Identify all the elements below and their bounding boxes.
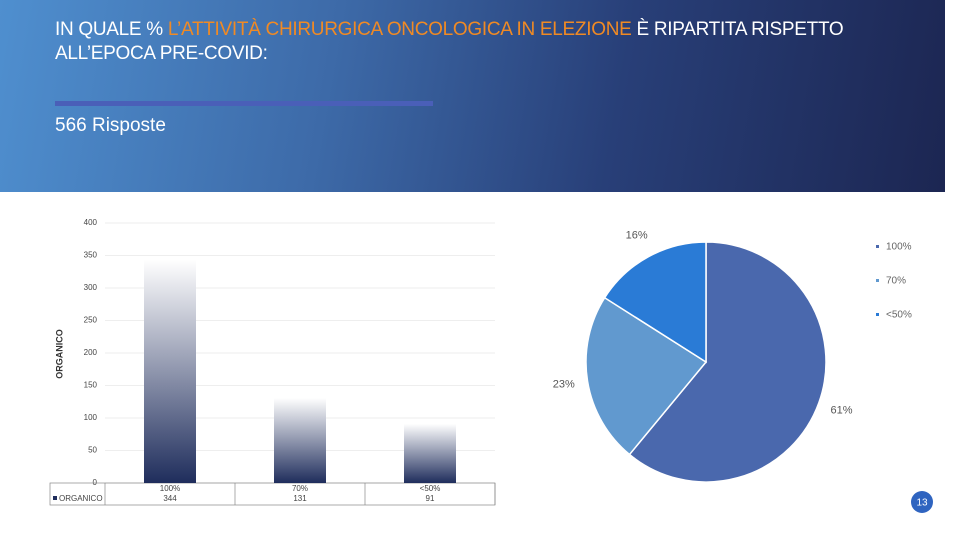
y-tick-label: 200 <box>84 348 98 357</box>
y-tick-label: 0 <box>93 478 98 487</box>
pie-slice <box>628 241 827 483</box>
y-tick-label: 50 <box>88 446 97 455</box>
header-band <box>0 0 945 192</box>
pie-label: 23% <box>553 378 575 390</box>
legend-key <box>876 279 879 282</box>
legend-key <box>53 496 57 500</box>
pie-slice <box>585 296 708 456</box>
x-tick-label: <50% <box>420 484 441 493</box>
legend-key <box>876 313 879 316</box>
y-tick-label: 400 <box>84 218 98 227</box>
table-value: 344 <box>163 494 177 503</box>
subtitle: 566 Risposte <box>55 115 166 136</box>
y-tick-label: 350 <box>84 251 98 260</box>
legend-label: 100% <box>886 242 912 253</box>
table-value: 131 <box>293 494 307 503</box>
bar <box>274 397 326 483</box>
series-name: ORGANICO <box>59 494 103 503</box>
pie-slice <box>603 241 707 364</box>
title-highlight: L’ATTIVITÀ CHIRURGICA ONCOLOGICA IN ELEZ… <box>167 19 632 40</box>
slide-title: IN QUALE % L’ATTIVITÀ CHIRURGICA ONCOLOG… <box>55 18 915 66</box>
y-tick-label: 150 <box>84 381 98 390</box>
y-tick-label: 300 <box>84 283 98 292</box>
y-tick-label: 250 <box>84 316 98 325</box>
legend-key <box>876 245 879 248</box>
pie-label: 61% <box>830 405 852 417</box>
y-tick-label: 100 <box>84 413 98 422</box>
title-rule <box>55 101 433 106</box>
page-badge <box>911 491 933 513</box>
legend-label: <50% <box>886 310 912 321</box>
x-tick-label: 70% <box>292 484 308 493</box>
bar <box>144 259 196 483</box>
title-part: IN QUALE % <box>55 19 168 40</box>
pie-label: 16% <box>626 230 648 242</box>
table-value: 91 <box>426 494 435 503</box>
y-axis-label: ORGANICO <box>54 329 64 379</box>
bar <box>404 423 456 483</box>
legend-label: 70% <box>886 276 906 287</box>
x-tick-label: 100% <box>160 484 180 493</box>
page-number: 13 <box>916 498 928 509</box>
title-part: È RIPARTITA RISPETTO ALL’EPOCA PRE-COVID… <box>55 19 844 64</box>
